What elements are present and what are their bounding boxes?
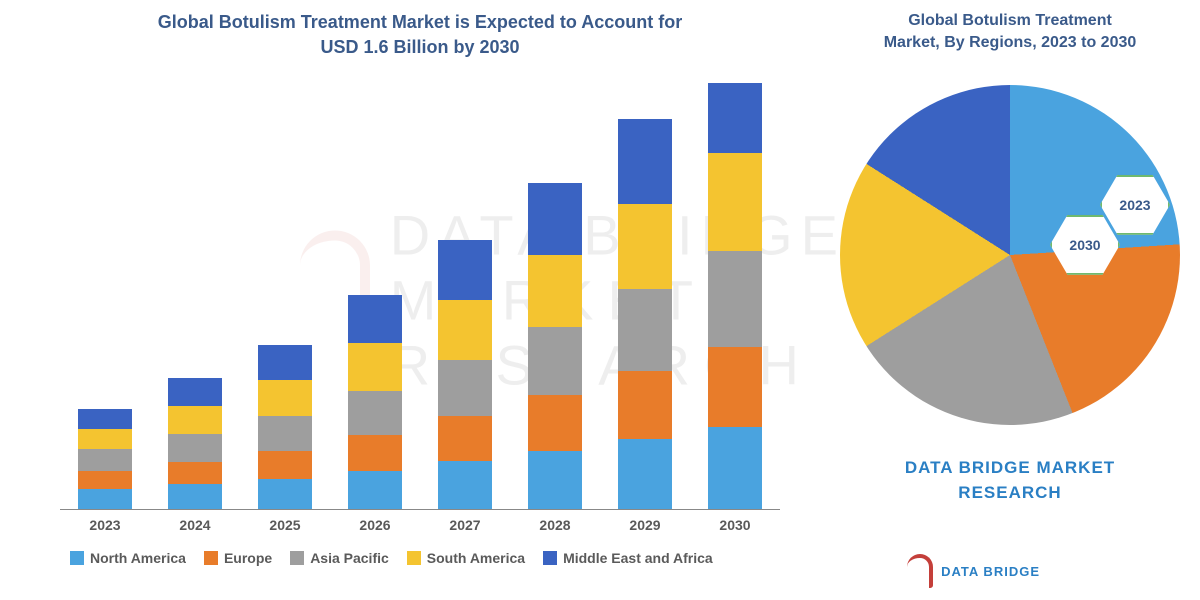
legend-item: South America bbox=[407, 550, 525, 566]
stacked-bar-chart: 2023 2024 2025 2026 2027 2028 2029 2030 bbox=[60, 80, 780, 510]
pie-chart bbox=[840, 85, 1180, 425]
legend-swatch bbox=[543, 551, 557, 565]
bar-segment bbox=[528, 255, 582, 327]
bar-segment bbox=[438, 461, 492, 509]
legend-item: Europe bbox=[204, 550, 272, 566]
bar-group: 2028 bbox=[528, 183, 582, 509]
bar-segment bbox=[708, 251, 762, 347]
brand-line2: RESEARCH bbox=[840, 480, 1180, 506]
bar-segment bbox=[618, 439, 672, 509]
legend-label: South America bbox=[427, 550, 525, 566]
bar-segment bbox=[618, 371, 672, 439]
right-title-line1: Global Botulism Treatment bbox=[840, 10, 1180, 32]
bar-segment bbox=[348, 295, 402, 343]
bar-segment bbox=[438, 300, 492, 360]
legend-swatch bbox=[290, 551, 304, 565]
bar-segment bbox=[258, 345, 312, 380]
bar-segment bbox=[78, 429, 132, 449]
bar-group: 2026 bbox=[348, 295, 402, 509]
bar-segment bbox=[168, 406, 222, 434]
bar-segment bbox=[168, 434, 222, 462]
bar-segment bbox=[528, 451, 582, 509]
brand-text: DATA BRIDGE MARKET RESEARCH bbox=[840, 455, 1180, 506]
right-title: Global Botulism Treatment Market, By Reg… bbox=[840, 10, 1180, 55]
bar-segment bbox=[258, 416, 312, 451]
bar-segment bbox=[258, 451, 312, 479]
bar-segment bbox=[348, 391, 402, 435]
bar-segment bbox=[78, 449, 132, 471]
x-axis-label: 2026 bbox=[359, 517, 390, 533]
legend-label: Europe bbox=[224, 550, 272, 566]
x-axis-label: 2023 bbox=[89, 517, 120, 533]
bar-segment bbox=[258, 380, 312, 416]
bar-segment bbox=[708, 153, 762, 251]
legend-swatch bbox=[70, 551, 84, 565]
x-axis-label: 2024 bbox=[179, 517, 210, 533]
bar-segment bbox=[78, 471, 132, 489]
legend-item: Middle East and Africa bbox=[543, 550, 713, 566]
chart-title: Global Botulism Treatment Market is Expe… bbox=[40, 10, 800, 60]
bar-segment bbox=[528, 327, 582, 395]
x-axis-label: 2027 bbox=[449, 517, 480, 533]
bar-segment bbox=[618, 119, 672, 204]
footer-logo: DATA BRIDGE bbox=[907, 554, 1040, 588]
footer-logo-mark bbox=[907, 554, 933, 588]
chart-legend: North America Europe Asia Pacific South Ame… bbox=[70, 550, 800, 566]
bar-segment bbox=[348, 435, 402, 471]
bar-segment bbox=[528, 183, 582, 255]
bar-segment bbox=[618, 289, 672, 371]
pie-chart-wrap: 2023 2030 bbox=[840, 85, 1180, 425]
bar-segment bbox=[348, 471, 402, 509]
bar-segment bbox=[78, 409, 132, 429]
x-axis-label: 2028 bbox=[539, 517, 570, 533]
bar-group: 2030 bbox=[708, 83, 762, 509]
bar-segment bbox=[348, 343, 402, 391]
bar-segment bbox=[78, 489, 132, 509]
legend-swatch bbox=[204, 551, 218, 565]
x-axis-label: 2030 bbox=[719, 517, 750, 533]
bar-segment bbox=[528, 395, 582, 451]
bar-group: 2023 bbox=[78, 409, 132, 509]
bar-segment bbox=[258, 479, 312, 509]
legend-swatch bbox=[407, 551, 421, 565]
legend-item: Asia Pacific bbox=[290, 550, 389, 566]
x-axis-label: 2025 bbox=[269, 517, 300, 533]
main-chart-panel: Global Botulism Treatment Market is Expe… bbox=[0, 0, 820, 600]
bar-segment bbox=[168, 462, 222, 484]
bar-segment bbox=[438, 360, 492, 416]
bar-segment bbox=[618, 204, 672, 289]
legend-label: Middle East and Africa bbox=[563, 550, 713, 566]
legend-label: North America bbox=[90, 550, 186, 566]
bar-segment bbox=[708, 83, 762, 153]
right-panel: Global Botulism Treatment Market, By Reg… bbox=[820, 0, 1200, 600]
x-axis-label: 2029 bbox=[629, 517, 660, 533]
bar-segment bbox=[438, 240, 492, 300]
bar-segment bbox=[168, 378, 222, 406]
bar-group: 2025 bbox=[258, 345, 312, 509]
legend-item: North America bbox=[70, 550, 186, 566]
right-title-line2: Market, By Regions, 2023 to 2030 bbox=[840, 32, 1180, 54]
footer-logo-text: DATA BRIDGE bbox=[941, 564, 1040, 579]
bar-segment bbox=[708, 427, 762, 509]
bar-group: 2029 bbox=[618, 119, 672, 509]
bar-segment bbox=[438, 416, 492, 461]
bar-segment bbox=[168, 484, 222, 509]
bar-group: 2027 bbox=[438, 240, 492, 509]
bar-segment bbox=[708, 347, 762, 427]
legend-label: Asia Pacific bbox=[310, 550, 389, 566]
chart-title-line1: Global Botulism Treatment Market is Expe… bbox=[40, 10, 800, 35]
brand-line1: DATA BRIDGE MARKET bbox=[840, 455, 1180, 481]
chart-title-line2: USD 1.6 Billion by 2030 bbox=[40, 35, 800, 60]
bar-group: 2024 bbox=[168, 378, 222, 509]
